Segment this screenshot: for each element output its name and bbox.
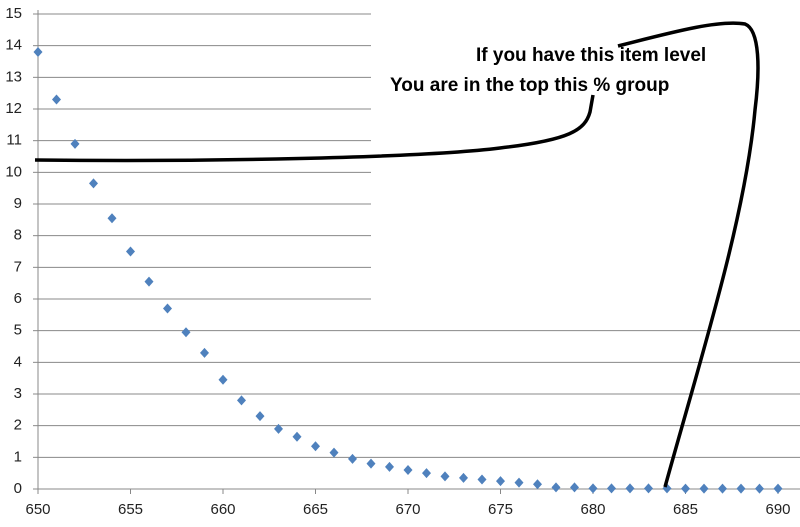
point xyxy=(329,447,339,458)
point xyxy=(274,423,283,434)
point xyxy=(89,178,98,189)
point xyxy=(644,483,653,494)
point xyxy=(126,246,135,257)
y-tick-label: 10 xyxy=(5,163,22,180)
y-tick-label: 11 xyxy=(6,132,22,149)
point xyxy=(200,347,209,358)
point xyxy=(699,483,709,494)
y-tick-label: 5 xyxy=(14,322,22,339)
y-tick-label: 4 xyxy=(14,353,22,370)
y-tick-label: 3 xyxy=(14,385,22,402)
point xyxy=(625,483,635,494)
x-tick-label: 670 xyxy=(395,501,420,518)
point xyxy=(366,458,376,469)
point xyxy=(533,479,542,490)
y-tick-label: 15 xyxy=(5,5,22,22)
point xyxy=(588,483,598,494)
point xyxy=(422,468,431,479)
y-tick-label: 14 xyxy=(5,37,22,54)
x-tick-label: 675 xyxy=(488,501,513,518)
point xyxy=(755,483,764,494)
x-tick-label: 665 xyxy=(303,501,328,518)
annotation: You are in the top this % group xyxy=(390,75,669,96)
point xyxy=(440,471,450,482)
point xyxy=(237,395,246,406)
point xyxy=(163,303,172,314)
y-tick-label: 13 xyxy=(5,68,22,85)
y-tick-label: 2 xyxy=(14,417,22,434)
point xyxy=(607,483,616,494)
point xyxy=(736,483,746,494)
point xyxy=(477,474,487,485)
point xyxy=(570,482,579,493)
point xyxy=(255,411,265,422)
point xyxy=(385,461,394,472)
x-tick-label: 685 xyxy=(673,501,698,518)
point xyxy=(403,465,413,475)
point xyxy=(348,453,357,464)
point xyxy=(496,476,505,487)
point xyxy=(681,483,690,494)
point xyxy=(181,327,191,338)
y-tick-label: 12 xyxy=(5,100,22,117)
point xyxy=(107,213,117,224)
y-tick-label: 9 xyxy=(14,195,22,212)
point xyxy=(292,431,302,442)
y-tick-label: 7 xyxy=(14,258,22,275)
annotation-curve xyxy=(34,94,595,163)
x-tick-label: 655 xyxy=(118,501,143,518)
point xyxy=(514,477,524,488)
point xyxy=(52,94,61,105)
point xyxy=(459,472,468,483)
point xyxy=(311,441,320,452)
x-tick-label: 680 xyxy=(580,501,605,518)
y-tick-label: 1 xyxy=(14,448,22,465)
y-tick-label: 8 xyxy=(14,227,22,244)
annotation-curve xyxy=(617,21,760,488)
x-tick-label: 660 xyxy=(210,501,235,518)
y-tick-label: 6 xyxy=(14,290,22,307)
point xyxy=(33,47,43,57)
x-tick-label: 690 xyxy=(765,501,790,518)
point xyxy=(551,482,561,493)
annotation: If you have this item level xyxy=(476,45,706,66)
y-tick-label: 0 xyxy=(14,480,22,497)
point xyxy=(218,374,228,385)
point xyxy=(718,483,727,494)
x-tick-label: 650 xyxy=(25,501,50,518)
point xyxy=(773,483,783,494)
point xyxy=(70,138,80,149)
point xyxy=(144,276,154,287)
